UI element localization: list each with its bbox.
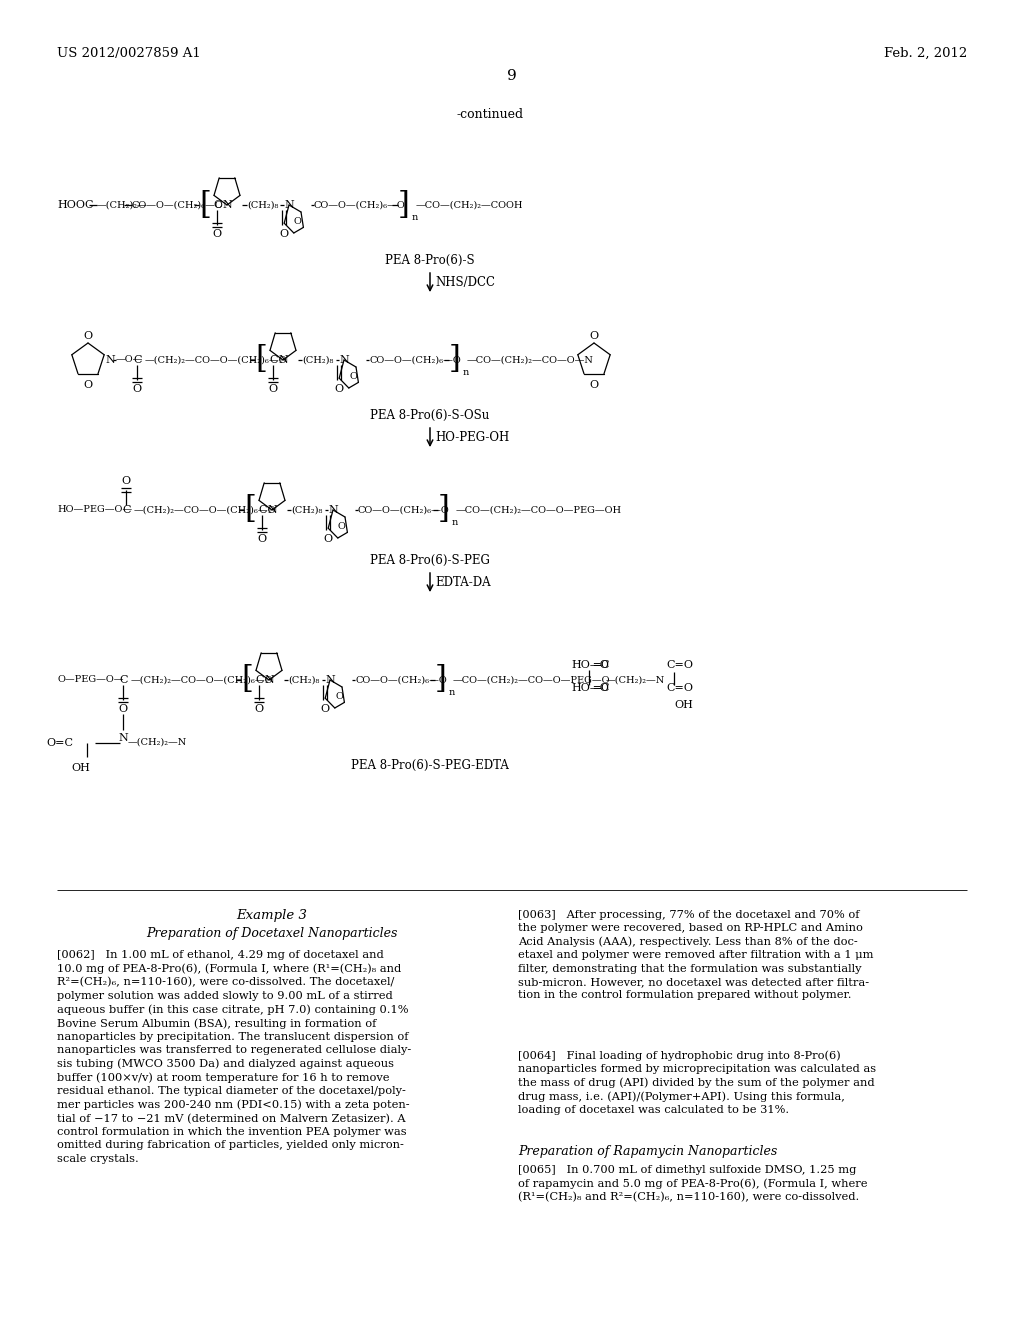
- Text: O: O: [280, 228, 289, 239]
- Text: —CO—(CH₂)₂—CO—O—PEG—O: —CO—(CH₂)₂—CO—O—PEG—O: [453, 676, 610, 685]
- Text: n: n: [412, 213, 418, 222]
- Text: C: C: [133, 355, 141, 366]
- Text: CO—O—(CH₂)₆—O: CO—O—(CH₂)₆—O: [358, 506, 450, 515]
- Text: EDTA-DA: EDTA-DA: [435, 576, 490, 589]
- Text: O: O: [254, 704, 263, 714]
- Text: —CO—(CH₂)₂—CO—O—N: —CO—(CH₂)₂—CO—O—N: [467, 355, 594, 364]
- Text: C: C: [119, 675, 128, 685]
- Text: C: C: [255, 675, 263, 685]
- Text: N: N: [105, 355, 115, 366]
- Text: Example 3: Example 3: [237, 909, 307, 923]
- Text: PEA 8-Pro(6)-S-PEG: PEA 8-Pro(6)-S-PEG: [370, 553, 489, 566]
- Text: PEA 8-Pro(6)-S-PEG-EDTA: PEA 8-Pro(6)-S-PEG-EDTA: [351, 759, 509, 771]
- Text: O: O: [132, 384, 141, 393]
- Text: O: O: [119, 704, 128, 714]
- Text: C: C: [269, 355, 278, 366]
- Text: (CH₂)₈: (CH₂)₈: [247, 201, 279, 210]
- Text: C: C: [122, 506, 130, 515]
- Text: n: n: [449, 688, 456, 697]
- Text: O: O: [590, 331, 599, 341]
- Text: ═O: ═O: [593, 682, 609, 693]
- Text: HO—C: HO—C: [571, 660, 609, 671]
- Text: O—PEG—O—: O—PEG—O—: [57, 676, 124, 685]
- Text: PEA 8-Pro(6)-S-OSu: PEA 8-Pro(6)-S-OSu: [371, 408, 489, 421]
- Text: Feb. 2, 2012: Feb. 2, 2012: [884, 46, 967, 59]
- Text: O: O: [590, 380, 599, 389]
- Text: PEA 8-Pro(6)-S: PEA 8-Pro(6)-S: [385, 253, 475, 267]
- Text: NHS/DCC: NHS/DCC: [435, 276, 495, 289]
- Text: [: [: [255, 345, 267, 375]
- Text: [0065]   In 0.700 mL of dimethyl sulfoxide DMSO, 1.25 mg
of rapamycin and 5.0 mg: [0065] In 0.700 mL of dimethyl sulfoxide…: [518, 1166, 867, 1203]
- Text: Preparation of Docetaxel Nanoparticles: Preparation of Docetaxel Nanoparticles: [146, 928, 397, 940]
- Text: CO—O—(CH₂)₆—O: CO—O—(CH₂)₆—O: [314, 201, 406, 210]
- Text: Preparation of Rapamycin Nanoparticles: Preparation of Rapamycin Nanoparticles: [518, 1144, 777, 1158]
- Text: O: O: [83, 380, 92, 389]
- Text: —(CH₂)₂—: —(CH₂)₂—: [97, 201, 147, 210]
- Text: O: O: [338, 521, 346, 531]
- Text: C: C: [258, 506, 266, 515]
- Text: O: O: [321, 704, 330, 714]
- Text: O: O: [335, 692, 343, 701]
- Text: O: O: [294, 216, 302, 226]
- Text: N: N: [222, 201, 231, 210]
- Text: OH: OH: [675, 700, 693, 710]
- Text: O: O: [122, 477, 131, 486]
- Text: (CH₂)₈: (CH₂)₈: [288, 676, 319, 685]
- Text: N: N: [328, 506, 338, 515]
- Text: HO—C: HO—C: [571, 682, 609, 693]
- Text: HO—PEG—O—: HO—PEG—O—: [57, 506, 132, 515]
- Text: O: O: [268, 384, 278, 393]
- Text: N: N: [279, 355, 288, 366]
- Text: ]: ]: [398, 190, 410, 220]
- Text: C=O: C=O: [666, 682, 693, 693]
- Text: ]: ]: [438, 495, 450, 525]
- Text: N: N: [284, 201, 294, 210]
- Text: C: C: [213, 201, 221, 210]
- Text: O=C: O=C: [46, 738, 73, 748]
- Text: [0062]   In 1.00 mL of ethanol, 4.29 mg of docetaxel and
10.0 mg of PEA-8-Pro(6): [0062] In 1.00 mL of ethanol, 4.29 mg of…: [57, 950, 412, 1164]
- Text: —(CH₂)₂—N: —(CH₂)₂—N: [606, 676, 666, 685]
- Text: —O—: —O—: [116, 355, 143, 364]
- Text: (CH₂)₈: (CH₂)₈: [291, 506, 323, 515]
- Text: CO—O—(CH₂)₆—O: CO—O—(CH₂)₆—O: [355, 676, 446, 685]
- Text: —(CH₂)₂—CO—O—(CH₂)₆—O: —(CH₂)₂—CO—O—(CH₂)₆—O: [131, 676, 273, 685]
- Text: US 2012/0027859 A1: US 2012/0027859 A1: [57, 46, 201, 59]
- Text: N: N: [264, 675, 273, 685]
- Text: ═O: ═O: [593, 660, 609, 671]
- Text: O: O: [335, 384, 344, 393]
- Text: -continued: -continued: [457, 108, 523, 121]
- Text: N: N: [267, 506, 276, 515]
- Text: —CO—(CH₂)₂—CO—O—PEG—OH: —CO—(CH₂)₂—CO—O—PEG—OH: [456, 506, 623, 515]
- Text: C=O: C=O: [666, 660, 693, 671]
- Text: [0064]   Final loading of hydrophobic drug into 8-Pro(6)
nanoparticles formed by: [0064] Final loading of hydrophobic drug…: [518, 1049, 877, 1115]
- Text: 9: 9: [507, 69, 517, 83]
- Text: CO—O—(CH₂)₆—O: CO—O—(CH₂)₆—O: [369, 355, 461, 364]
- Text: HO-PEG-OH: HO-PEG-OH: [435, 432, 509, 444]
- Text: CO—O—(CH₂)₆—O: CO—O—(CH₂)₆—O: [132, 201, 224, 210]
- Text: OH: OH: [72, 763, 90, 774]
- Text: O: O: [324, 535, 333, 544]
- Text: O: O: [83, 331, 92, 341]
- Text: [: [: [244, 495, 256, 525]
- Text: —CO—(CH₂)₂—COOH: —CO—(CH₂)₂—COOH: [416, 201, 523, 210]
- Text: [: [: [199, 190, 211, 220]
- Text: (CH₂)₈: (CH₂)₈: [302, 355, 334, 364]
- Text: O: O: [212, 228, 221, 239]
- Text: [0063]   After processing, 77% of the docetaxel and 70% of
the polymer were reco: [0063] After processing, 77% of the doce…: [518, 909, 873, 1001]
- Text: —(CH₂)₂—CO—O—(CH₂)₆—O: —(CH₂)₂—CO—O—(CH₂)₆—O: [145, 355, 288, 364]
- Text: O: O: [257, 535, 266, 544]
- Text: O: O: [349, 372, 357, 381]
- Text: n: n: [463, 368, 469, 378]
- Text: ]: ]: [435, 664, 446, 696]
- Text: N: N: [118, 733, 128, 743]
- Text: —(CH₂)₂—CO—O—(CH₂)₆—O: —(CH₂)₂—CO—O—(CH₂)₆—O: [134, 506, 276, 515]
- Text: n: n: [452, 517, 459, 527]
- Text: ]: ]: [449, 345, 461, 375]
- Text: N: N: [339, 355, 349, 366]
- Text: —(CH₂)₂—N: —(CH₂)₂—N: [128, 738, 187, 747]
- Text: [: [: [241, 664, 253, 696]
- Text: N: N: [326, 675, 335, 685]
- Text: HOOC: HOOC: [57, 201, 93, 210]
